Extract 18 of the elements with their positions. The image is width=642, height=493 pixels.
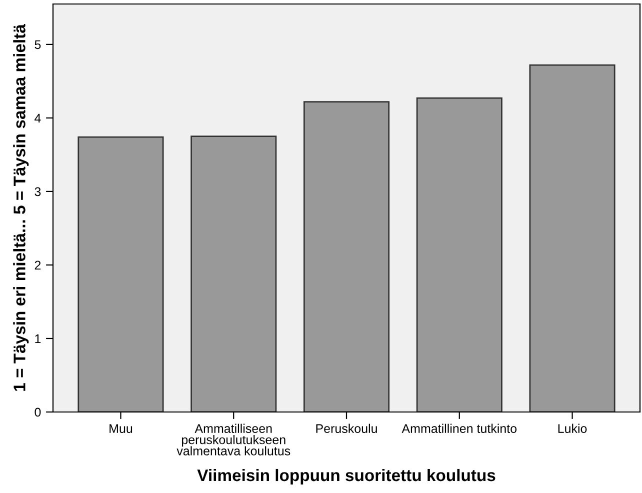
x-tick-label: Ammatillinen tutkinto <box>402 424 517 433</box>
bar <box>303 101 390 412</box>
x-tick-label: Ammatilliseen peruskoulutukseen valmentava koulutus <box>176 424 290 456</box>
x-tick-label: Peruskoulu <box>316 424 377 433</box>
y-axis-title: 1 = Täysin eri mieltä... 5 = Täysin samaa mieltä <box>13 24 29 391</box>
bar <box>78 136 164 412</box>
y-tick-label: 2 <box>34 260 41 270</box>
x-tick-label: Muu <box>110 424 132 433</box>
bar <box>416 97 502 412</box>
bar <box>529 64 616 412</box>
y-tick-label: 3 <box>34 187 41 196</box>
y-tick-label: 4 <box>34 114 41 122</box>
y-tick-label: 5 <box>34 40 41 50</box>
x-axis-title: Viimeisin loppuun suoritettu koulutus <box>197 468 496 485</box>
bar <box>190 136 277 412</box>
y-tick-label: 0 <box>34 408 41 417</box>
y-tick-label: 1 <box>35 334 41 344</box>
x-tick-label: Lukio <box>558 424 587 433</box>
